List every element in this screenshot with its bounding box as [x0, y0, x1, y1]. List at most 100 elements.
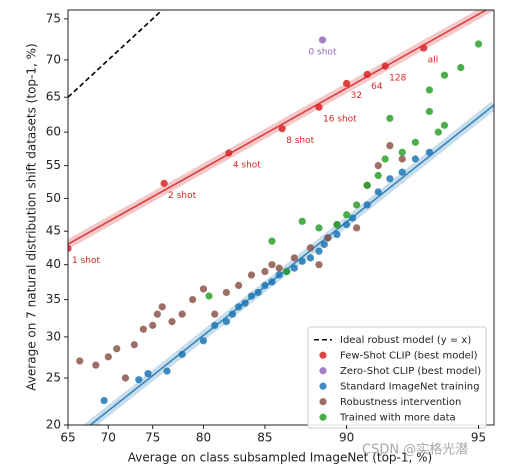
legend-label: Standard ImageNet training [340, 381, 479, 392]
point [381, 155, 389, 163]
point [318, 36, 327, 44]
point-label: 16 shot [323, 115, 357, 125]
point [440, 71, 449, 79]
point-label: 128 [389, 74, 406, 84]
point-label: 4 shot [233, 161, 261, 171]
point [178, 350, 186, 359]
point-label: 0 shot [308, 47, 336, 57]
point [425, 107, 434, 116]
y-tick-label: 40 [46, 257, 61, 271]
point [168, 318, 176, 326]
point [324, 234, 332, 242]
point [228, 310, 237, 318]
legend-swatch [319, 413, 327, 421]
point [100, 396, 108, 405]
point [130, 341, 138, 349]
point [160, 179, 168, 187]
point [425, 86, 434, 94]
x-tick-label: 95 [471, 431, 486, 445]
point [68, 244, 72, 253]
y-tick-label: 25 [46, 370, 61, 384]
point [290, 264, 298, 272]
point [144, 370, 152, 378]
point [363, 201, 371, 209]
point [374, 162, 382, 170]
point [420, 44, 428, 52]
x-tick-label: 85 [257, 431, 272, 445]
y-tick-label: 20 [46, 418, 61, 432]
point [113, 345, 121, 353]
y-tick-label: 60 [46, 125, 61, 139]
y-tick-label: 75 [46, 11, 61, 25]
point [298, 257, 306, 265]
point [254, 288, 262, 297]
point [333, 230, 341, 239]
point [222, 318, 231, 326]
point [283, 267, 291, 276]
legend-label: Zero-Shot CLIP (best model) [340, 366, 481, 377]
point [386, 175, 394, 183]
point [211, 310, 219, 318]
point [411, 138, 419, 146]
y-tick-label: 55 [46, 158, 61, 172]
ideal-line [68, 10, 163, 98]
point [363, 70, 371, 79]
point [398, 148, 406, 156]
point [135, 376, 143, 384]
point [149, 321, 157, 329]
point [235, 303, 243, 311]
legend-swatch [319, 351, 327, 359]
point [199, 285, 208, 293]
point-label: 64 [371, 82, 383, 92]
point [76, 357, 84, 365]
point [320, 240, 328, 249]
point-label: 2 shot [168, 191, 196, 201]
point [261, 267, 269, 276]
y-tick-label: 50 [46, 191, 61, 205]
point [425, 148, 434, 156]
watermark: CSDN @实格光潜 [362, 442, 468, 458]
point [315, 103, 323, 111]
point [222, 288, 231, 297]
point [241, 299, 249, 307]
y-tick-label: 70 [46, 52, 61, 66]
point [275, 271, 283, 279]
point [268, 278, 276, 286]
point [386, 114, 394, 122]
point [211, 321, 219, 329]
legend-label: Few-Shot CLIP (best model) [340, 350, 478, 361]
point-label: 8 shot [286, 136, 314, 146]
plot-frame [67, 9, 495, 426]
y-tick-label: 65 [46, 90, 61, 104]
point [275, 264, 283, 272]
point [290, 254, 298, 262]
point-label: all [428, 56, 439, 66]
point [474, 40, 483, 48]
point-label: 1 shot [72, 256, 100, 266]
point [381, 62, 389, 70]
legend-box [307, 326, 487, 429]
point [343, 221, 351, 229]
point [315, 247, 323, 255]
point [139, 325, 147, 333]
point [268, 261, 276, 269]
point [153, 310, 162, 318]
x-tick-label: 75 [145, 431, 160, 445]
x-tick-label: 90 [339, 431, 354, 445]
point [348, 214, 357, 222]
point [199, 337, 208, 345]
legend-label: Trained with more data [339, 412, 456, 423]
point [353, 224, 361, 232]
point [247, 271, 256, 279]
point [333, 221, 341, 229]
y-axis-label: Average on 7 natural distribution shift … [25, 43, 39, 390]
point [411, 155, 419, 163]
point [92, 361, 100, 369]
point [163, 367, 171, 375]
point [363, 181, 371, 189]
x-tick-label: 65 [60, 431, 75, 445]
point [225, 149, 233, 157]
point [315, 224, 323, 232]
point [315, 261, 323, 269]
